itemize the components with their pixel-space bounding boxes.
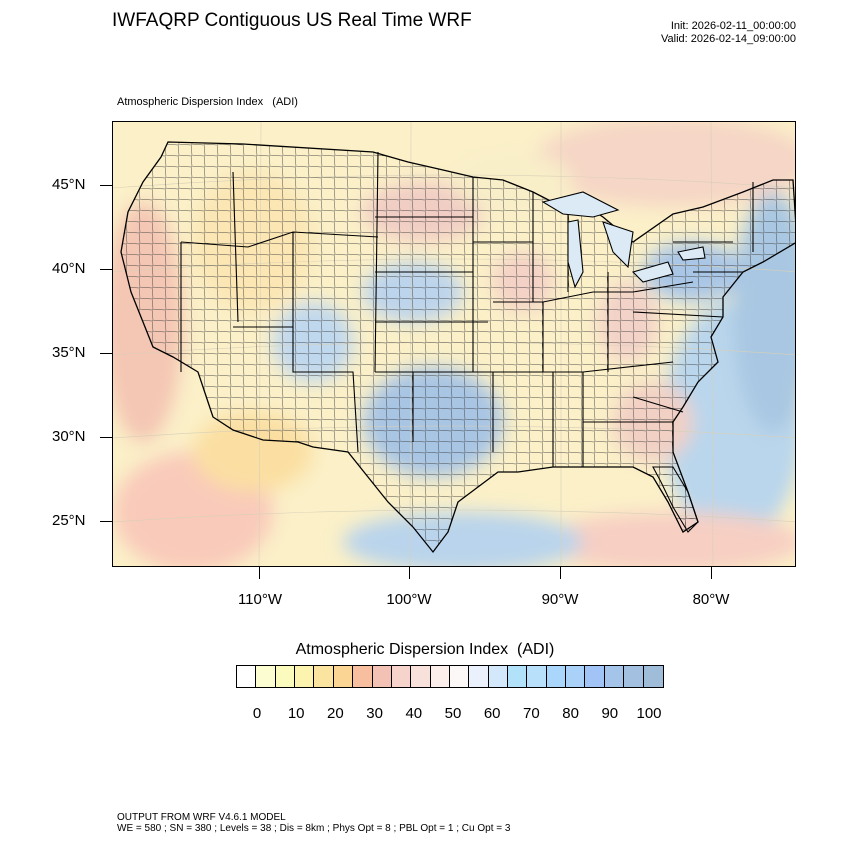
lon-label-90w: 90°W <box>541 591 579 608</box>
colorbar-label: 0 <box>252 705 262 722</box>
colorbar-box <box>604 666 625 687</box>
lat-tick <box>100 521 112 522</box>
model-footer: OUTPUT FROM WRF V4.6.1 MODEL WE = 580 ; … <box>117 812 510 834</box>
colorbar-box <box>469 666 489 687</box>
lon-label-80w: 80°W <box>692 591 730 608</box>
lon-label-110w: 110°W <box>237 591 283 608</box>
lat-tick <box>100 269 112 270</box>
model-config: WE = 580 ; SN = 380 ; Levels = 38 ; Dis … <box>117 823 511 834</box>
colorbar-box <box>237 666 257 687</box>
florida <box>652 466 699 533</box>
lon-label-100w: 100°W <box>386 591 432 608</box>
colorbar-label: 80 <box>562 705 579 722</box>
plot-title: IWFAQRP Contiguous US Real Time WRF <box>112 10 472 31</box>
great-lakes <box>541 191 706 289</box>
colorbar-box <box>372 666 392 687</box>
colorbar-label: 30 <box>366 705 383 722</box>
valid-time: Valid: 2026-02-14_09:00:00 <box>661 33 796 45</box>
colorbar-label: 40 <box>405 705 423 722</box>
colorbar-label: 70 <box>523 705 540 722</box>
colorbar-box <box>566 666 586 687</box>
colorbar-box <box>527 666 547 687</box>
colorbar-box <box>256 666 276 687</box>
lon-tick <box>711 567 712 579</box>
lat-label-45: 45°N <box>52 176 86 193</box>
colorbar-title: Atmospheric Dispersion Index (ADI) <box>295 641 555 658</box>
colorbar-box <box>314 666 334 687</box>
colorbar-box <box>391 666 412 687</box>
lat-tick <box>100 437 112 438</box>
colorbar-label: 50 <box>444 705 462 722</box>
colorbar-box <box>449 666 470 687</box>
colorbar-box <box>643 666 663 687</box>
lat-tick <box>100 353 112 354</box>
colorbar <box>236 665 664 688</box>
colorbar-box <box>585 666 605 687</box>
lon-tick <box>259 567 260 579</box>
init-time: Init: 2026-02-11_00:00:00 <box>670 20 796 32</box>
lon-tick <box>409 567 410 579</box>
map-panel <box>112 121 796 567</box>
colorbar-box <box>624 666 644 687</box>
colorbar-box <box>295 666 315 687</box>
model-version: OUTPUT FROM WRF V4.6.1 MODEL <box>117 812 286 823</box>
colorbar-box <box>546 666 567 687</box>
colorbar-box <box>508 666 528 687</box>
lat-label-35: 35°N <box>52 344 86 361</box>
colorbar-label: 10 <box>287 705 305 722</box>
colorbar-label: 20 <box>327 705 344 722</box>
colorbar-label: 100 <box>636 705 662 722</box>
lat-label-40: 40°N <box>52 260 86 277</box>
field-subtitle: Atmospheric Dispersion Index (ADI) <box>117 96 298 108</box>
colorbar-box <box>430 666 450 687</box>
colorbar-label: 60 <box>483 705 501 722</box>
lat-tick <box>100 185 112 186</box>
colorbar-box <box>333 666 354 687</box>
lon-tick <box>560 567 561 579</box>
colorbar-box <box>275 666 296 687</box>
adi-map <box>113 122 795 566</box>
lat-label-30: 30°N <box>52 428 86 445</box>
lat-label-25: 25°N <box>52 512 86 529</box>
colorbar-label: 90 <box>601 705 619 722</box>
colorbar-box <box>488 666 509 687</box>
colorbar-box <box>411 666 431 687</box>
state-boundaries <box>180 151 754 467</box>
run-times: Init: 2026-02-11_00:00:00 Valid: 2026-02… <box>661 20 796 46</box>
colorbar-box <box>353 666 373 687</box>
